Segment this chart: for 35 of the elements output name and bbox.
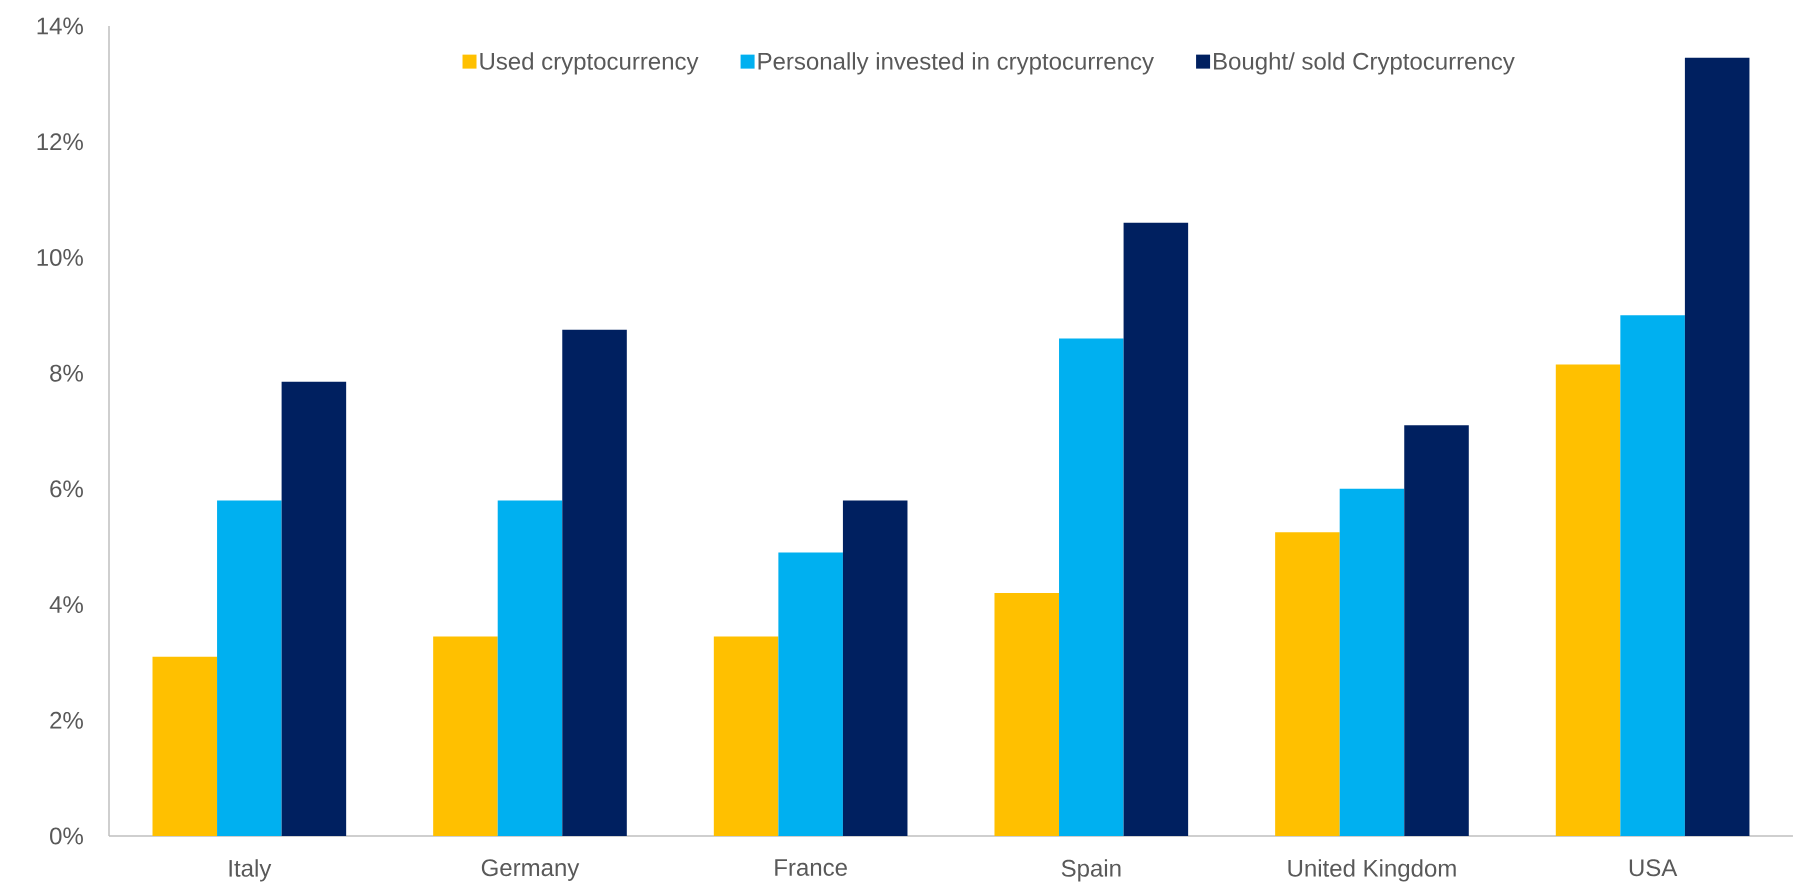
bar: [281, 381, 347, 836]
x-tick-label: France: [775, 859, 847, 876]
bar: [1059, 338, 1124, 836]
bar: [1275, 532, 1340, 836]
bar: [562, 329, 627, 836]
y-tick-label: 12%: [37, 133, 83, 151]
bar: [778, 552, 843, 836]
y-tick-label: 6%: [50, 480, 83, 498]
x-tick-label: United Kingdom: [1288, 859, 1456, 882]
x-tick-label: Germany: [481, 859, 580, 881]
bar: [713, 636, 779, 836]
x-tick-label: USA: [1629, 859, 1678, 877]
legend-label: Bought/ sold Cryptocurrency: [1214, 52, 1515, 75]
bar: [1684, 57, 1750, 836]
legend-label: Personally invested in cryptocurrency: [758, 52, 1154, 75]
y-tick-label: 8%: [50, 364, 83, 382]
bar: [1123, 222, 1189, 836]
y-tick-label: 10%: [37, 248, 83, 266]
bar: [994, 593, 1060, 836]
bar: [1555, 364, 1621, 836]
bar: [1404, 425, 1469, 836]
bar: [497, 500, 563, 836]
legend-label: Used cryptocurrency: [480, 52, 699, 75]
bar: [217, 500, 282, 836]
bar: [433, 636, 498, 836]
y-tick-label: 4%: [49, 596, 83, 613]
x-tick-label: Spain: [1061, 859, 1121, 882]
y-tick-label: 14%: [37, 17, 83, 35]
y-tick-label: 0%: [50, 827, 83, 845]
bar: [842, 500, 908, 836]
bar: [1620, 315, 1685, 836]
y-tick-label: 2%: [50, 711, 83, 729]
bar: [1339, 488, 1405, 836]
x-tick-label: Italy: [229, 859, 272, 882]
bar: [152, 656, 218, 836]
